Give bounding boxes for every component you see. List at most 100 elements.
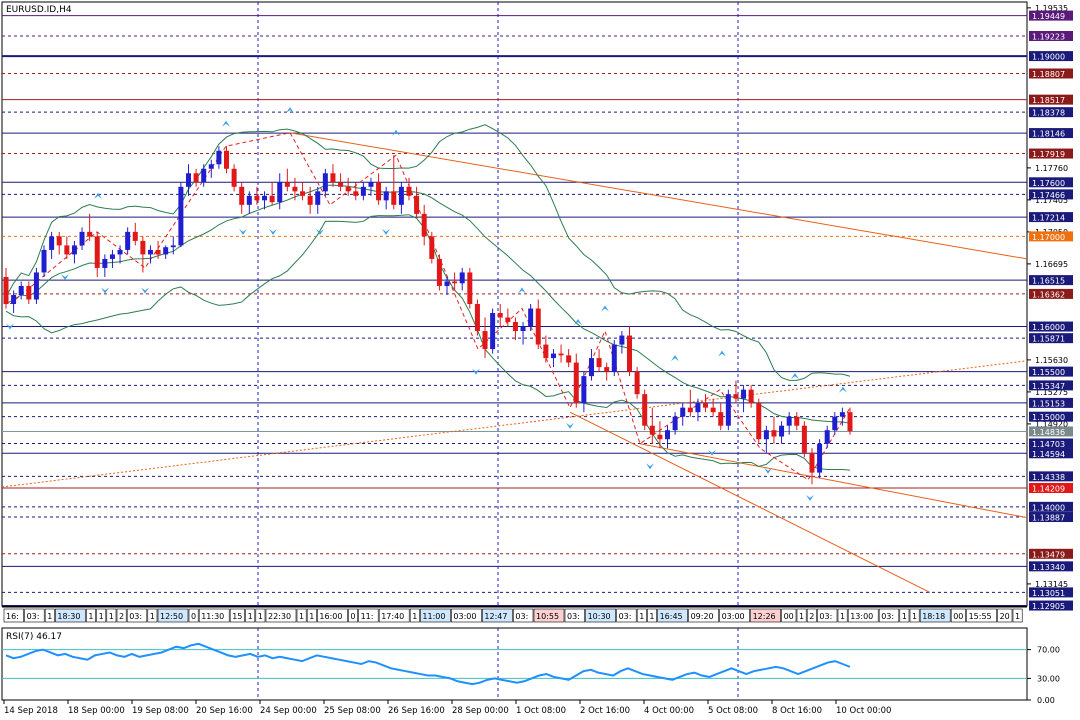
candle-body — [490, 313, 496, 350]
price-level-label: 1.17919 — [1032, 150, 1065, 159]
time-marker-box — [719, 608, 750, 623]
price-level-label: 1.15153 — [1032, 399, 1065, 408]
price-tick-label: 1.17405 — [1035, 196, 1068, 205]
time-marker-box — [997, 608, 1013, 623]
candle-body — [550, 353, 556, 359]
price-level-label: 1.13051 — [1032, 589, 1065, 598]
fractal-up-arrow — [574, 319, 582, 326]
candle-body — [178, 186, 184, 246]
rsi-tick-label: 70.00 — [1037, 646, 1060, 655]
zigzag-polyline — [9, 132, 851, 481]
price-level-label: 1.15500 — [1032, 368, 1065, 377]
price-level-tag — [1029, 128, 1073, 139]
candle-body — [763, 430, 769, 440]
fractal-down-arrow — [61, 273, 69, 280]
candle-body — [338, 182, 344, 187]
time-marker-box — [188, 608, 199, 623]
time-tick-label: 8 Oct 16:00 — [772, 706, 822, 716]
price-level-tag — [1029, 148, 1073, 159]
candle-body — [817, 443, 823, 473]
time-marker-box — [451, 608, 482, 623]
candle-body — [558, 353, 564, 356]
price-level-label: 1.19223 — [1032, 32, 1065, 41]
time-marker-box — [837, 608, 848, 623]
price-level-label: 1.13340 — [1032, 563, 1065, 572]
time-marker-box — [817, 608, 838, 623]
time-marker-label: 03: — [619, 612, 632, 621]
bollinger-middle — [5, 184, 851, 424]
candle-body — [649, 425, 655, 435]
price-level-tag — [1029, 482, 1073, 493]
price-level-label: 1.16515 — [1032, 277, 1065, 286]
time-marker-box — [106, 608, 117, 623]
price-level-label: 1.14703 — [1032, 440, 1065, 449]
time-marker-box — [899, 608, 910, 623]
price-level-tag — [1029, 10, 1073, 21]
candle-body — [429, 236, 435, 259]
time-marker-label: 2 — [809, 612, 814, 621]
price-level-label: 1.17466 — [1032, 191, 1065, 200]
fractal-down-arrow — [472, 368, 480, 375]
price-level-tag — [1029, 366, 1073, 377]
time-marker-box — [966, 608, 997, 623]
price-level-label: 1.14000 — [1032, 503, 1065, 512]
fractal-down-arrow — [269, 228, 277, 235]
candle-body — [125, 231, 131, 250]
time-marker-label: 1 — [1015, 612, 1020, 621]
fractal-up-arrow — [718, 350, 726, 357]
price-level-tag — [1029, 548, 1073, 559]
time-marker-label: 12:47 — [484, 612, 507, 621]
candle-body — [147, 249, 153, 255]
candle-body — [596, 358, 602, 368]
time-marker-box — [157, 608, 189, 623]
candle-body — [292, 186, 298, 192]
candle-body — [771, 430, 777, 437]
time-marker-box — [229, 608, 245, 623]
time-marker-label: 11:30 — [201, 612, 224, 621]
candle-body — [474, 304, 480, 332]
fractal-up-arrow — [94, 192, 102, 199]
time-marker-box — [878, 608, 900, 623]
candle-body — [193, 173, 199, 183]
fractal-down-arrow — [101, 287, 109, 294]
time-marker-box — [44, 608, 55, 623]
price-level-label: 1.18378 — [1032, 109, 1065, 118]
time-marker-box — [296, 608, 307, 623]
time-marker-box — [86, 608, 96, 623]
candle-body — [11, 294, 17, 304]
price-level-label: 1.16000 — [1032, 323, 1065, 332]
price-level-label: 1.18517 — [1032, 96, 1065, 105]
time-marker-box — [147, 608, 158, 623]
time-marker-label: 1 — [88, 612, 93, 621]
candle-body — [528, 308, 534, 327]
candle-body — [216, 150, 222, 165]
candle-body — [604, 367, 610, 372]
time-marker-box — [950, 608, 966, 623]
candle-body — [368, 182, 374, 187]
time-marker-box — [616, 608, 637, 623]
candle-body — [231, 168, 237, 187]
candle-body — [779, 425, 785, 437]
time-marker-label: 1 — [902, 612, 907, 621]
fractal-down-arrow — [6, 323, 14, 330]
price-level-tag — [1029, 275, 1073, 286]
time-axis: 14 Sep 2018 18 Sep 00:00 19 Sep 08:00 20 Se… — [3, 700, 891, 716]
candle-body — [284, 182, 290, 187]
time-tick-label: 4 Oct 00:00 — [644, 706, 694, 716]
time-marker-label: 16: — [6, 612, 19, 621]
time-marker-box — [796, 608, 807, 623]
time-marker-label: 1 — [840, 612, 845, 621]
candle-body — [839, 412, 845, 417]
time-marker-label: 03: — [515, 612, 528, 621]
time-marker-label: 22:30 — [268, 612, 291, 621]
time-marker-box — [126, 608, 148, 623]
time-marker-label: 0 — [350, 612, 355, 621]
bollinger-upper — [5, 124, 851, 381]
price-level-label: 1.12905 — [1032, 602, 1065, 611]
time-marker-label: 10:55 — [536, 612, 559, 621]
vertical-gridlines — [257, 2, 739, 700]
candle-body — [79, 231, 85, 246]
time-marker-box — [647, 608, 657, 623]
time-marker-label: 03: — [819, 612, 832, 621]
